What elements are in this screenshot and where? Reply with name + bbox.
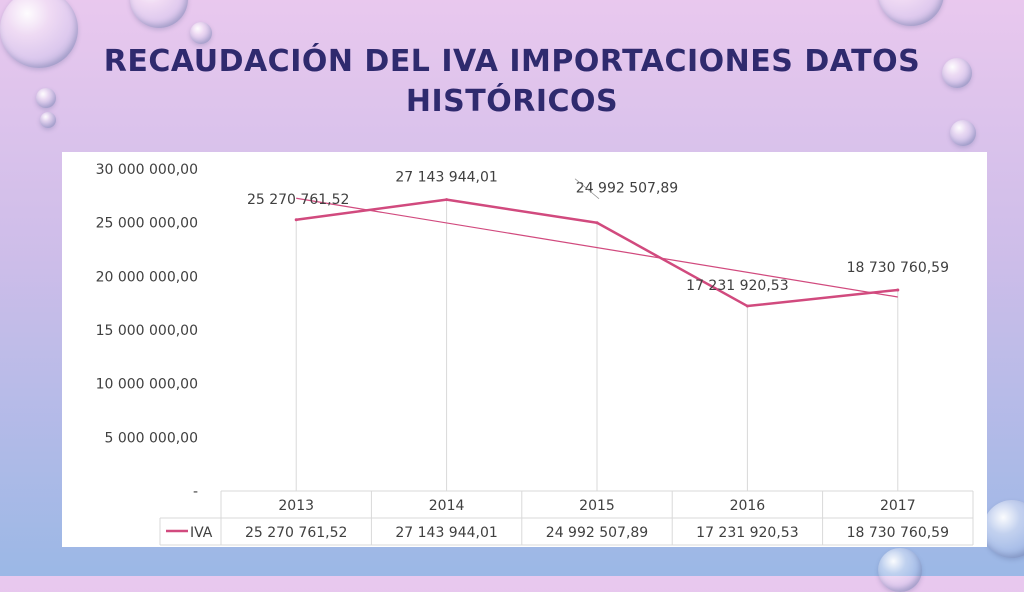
bubble-decoration xyxy=(878,548,922,592)
data-label: 27 143 944,01 xyxy=(395,170,497,186)
x-tick-label: 2013 xyxy=(278,498,314,514)
data-label: 18 730 760,59 xyxy=(847,260,949,276)
data-labels: 25 270 761,52 27 143 944,01 24 992 507,89 1… xyxy=(247,170,949,294)
bubble-decoration xyxy=(190,22,212,44)
data-point xyxy=(445,198,449,202)
bubble-decoration xyxy=(36,88,56,108)
data-label: 25 270 761,52 xyxy=(247,192,349,208)
data-label: 24 992 507,89 xyxy=(576,181,678,197)
y-tick-label: - xyxy=(193,484,198,500)
x-tick-label: 2015 xyxy=(579,498,615,514)
y-axis: - 5 000 000,00 10 000 000,00 15 000 000,00 2… xyxy=(96,162,198,500)
data-point xyxy=(896,288,900,292)
series-layer xyxy=(294,198,900,308)
data-table: 2013 25 270 761,52 2014 27 143 944,01 2015 24… xyxy=(159,490,974,546)
line-chart: - 5 000 000,00 10 000 000,00 15 000 000,00 2… xyxy=(96,162,974,546)
table-value: 18 730 760,59 xyxy=(847,525,949,541)
bubble-decoration xyxy=(942,58,972,88)
bubble-decoration xyxy=(130,0,188,28)
category-lines xyxy=(295,199,899,491)
trendline xyxy=(296,197,898,298)
label-leader-line xyxy=(574,178,600,200)
y-tick-label: 10 000 000,00 xyxy=(96,377,198,393)
y-tick-label: 5 000 000,00 xyxy=(104,430,198,446)
x-tick-label: 2014 xyxy=(429,498,465,514)
bubble-decoration xyxy=(950,120,976,146)
bubble-decoration xyxy=(983,500,1024,558)
x-tick-label: 2017 xyxy=(880,498,916,514)
chart-panel: - 5 000 000,00 10 000 000,00 15 000 000,00 2… xyxy=(62,152,987,547)
y-tick-label: 20 000 000,00 xyxy=(96,269,198,285)
bubble-decoration xyxy=(878,0,944,26)
legend-label: IVA xyxy=(190,525,213,541)
y-tick-label: 25 000 000,00 xyxy=(96,216,198,232)
bubble-decoration xyxy=(40,112,56,128)
data-label: 17 231 920,53 xyxy=(686,278,788,294)
data-point xyxy=(595,221,599,225)
table-value: 17 231 920,53 xyxy=(696,525,798,541)
page-title: RECAUDACIÓN DEL IVA IMPORTACIONES DATOS … xyxy=(103,44,921,119)
bubble-decoration xyxy=(0,0,78,68)
x-tick-label: 2016 xyxy=(730,498,766,514)
trendline-path xyxy=(296,197,898,298)
data-point xyxy=(745,304,749,308)
table-value: 24 992 507,89 xyxy=(546,525,648,541)
table-value: 27 143 944,01 xyxy=(395,525,497,541)
y-tick-label: 30 000 000,00 xyxy=(96,162,198,178)
y-tick-label: 15 000 000,00 xyxy=(96,323,198,339)
table-value: 25 270 761,52 xyxy=(245,525,347,541)
data-point xyxy=(294,218,298,222)
